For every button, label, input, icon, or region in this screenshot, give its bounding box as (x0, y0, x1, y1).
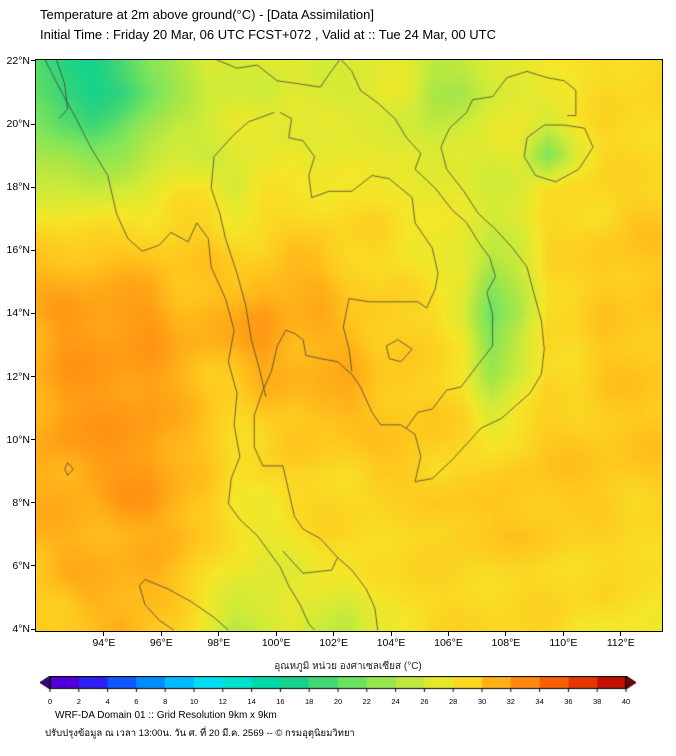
colorbar-tick-label: 34 (535, 697, 544, 706)
x-tick-label: 100°E (261, 637, 291, 649)
colorbar-tick-label: 6 (134, 697, 139, 706)
y-tick-label: 22°N (6, 54, 30, 67)
colorbar-tick-label: 2 (76, 697, 81, 706)
tick-mark (103, 632, 105, 636)
tick-mark (390, 632, 392, 636)
map-subtitle: Initial Time : Friday 20 Mar, 06 UTC FCS… (40, 27, 497, 42)
tick-mark (31, 249, 35, 251)
y-tick-label: 14°N (6, 307, 30, 320)
colorbar-tick-label: 0 (47, 697, 53, 706)
colorbar-tick-label: 14 (247, 697, 256, 706)
tick-mark (218, 632, 220, 636)
x-tick-label: 98°E (207, 637, 231, 649)
colorbar-tick-label: 24 (391, 697, 400, 706)
tick-mark (31, 312, 35, 314)
tick-mark (31, 439, 35, 441)
colorbar-label: อุณหภูมิ หน่วย องศาเซลเซียส (°C) (274, 661, 422, 672)
footer-update-info: ปรับปรุงข้อมูล ณ เวลา 13:00น. วัน ศ. ที่… (45, 728, 355, 739)
y-tick-label: 6°N (12, 559, 30, 572)
header: Temperature at 2m above ground(°C) - [Da… (40, 5, 496, 45)
colorbar-tick-label: 4 (105, 697, 110, 706)
x-tick-label: 106°E (434, 637, 463, 649)
colorbar-tick-label: 32 (506, 697, 515, 706)
y-tick-label: 12°N (6, 370, 30, 383)
tick-mark (448, 632, 449, 636)
colorbar-tick-label: 22 (362, 697, 371, 706)
tick-mark (31, 123, 35, 125)
colorbar-tick-label: 28 (449, 697, 458, 706)
tick-mark (562, 632, 564, 636)
colorbar-tick-label: 40 (621, 697, 631, 706)
tick-mark (31, 186, 35, 188)
colorbar (40, 676, 636, 693)
temperature-raster (36, 60, 662, 631)
x-tick-label: 112°E (606, 637, 635, 649)
y-tick-label: 20°N (6, 118, 30, 131)
x-tick-label: 110°E (549, 637, 578, 649)
tick-mark (31, 60, 35, 62)
y-tick-label: 4°N (12, 623, 30, 636)
tick-mark (31, 376, 35, 378)
tick-mark (31, 628, 35, 630)
y-tick-label: 18°N (6, 181, 30, 194)
tick-mark (620, 632, 622, 636)
map-plot (35, 59, 663, 632)
colorbar-tick-label: 18 (305, 697, 314, 706)
x-tick-label: 108°E (491, 637, 521, 649)
tick-mark (505, 632, 507, 636)
footer-domain-info: WRF-DA Domain 01 :: Grid Resolution 9km … (55, 710, 277, 721)
y-tick-label: 16°N (6, 244, 30, 257)
colorbar-tick-label: 20 (333, 697, 343, 706)
x-tick-label: 94°E (92, 637, 116, 649)
tick-mark (275, 632, 277, 636)
colorbar-tick-label: 12 (218, 697, 227, 706)
x-tick-label: 104°E (376, 637, 406, 649)
tick-mark (31, 502, 35, 504)
x-tick-label: 102°E (319, 637, 349, 649)
tick-mark (333, 632, 335, 636)
x-tick-label: 96°E (149, 637, 173, 649)
y-tick-label: 8°N (12, 496, 30, 509)
colorbar-tick-label: 10 (189, 697, 199, 706)
tick-mark (160, 632, 162, 636)
colorbar-tick-label: 8 (163, 697, 168, 706)
colorbar-tick-label: 38 (593, 697, 602, 706)
colorbar-tick-label: 26 (420, 697, 429, 706)
colorbar-tick-label: 36 (564, 697, 573, 706)
colorbar-tick-label: 30 (477, 697, 487, 706)
map-title: Temperature at 2m above ground(°C) - [Da… (40, 7, 374, 22)
tick-mark (31, 565, 35, 567)
y-tick-label: 10°N (6, 433, 30, 446)
colorbar-tick-label: 16 (276, 697, 285, 706)
